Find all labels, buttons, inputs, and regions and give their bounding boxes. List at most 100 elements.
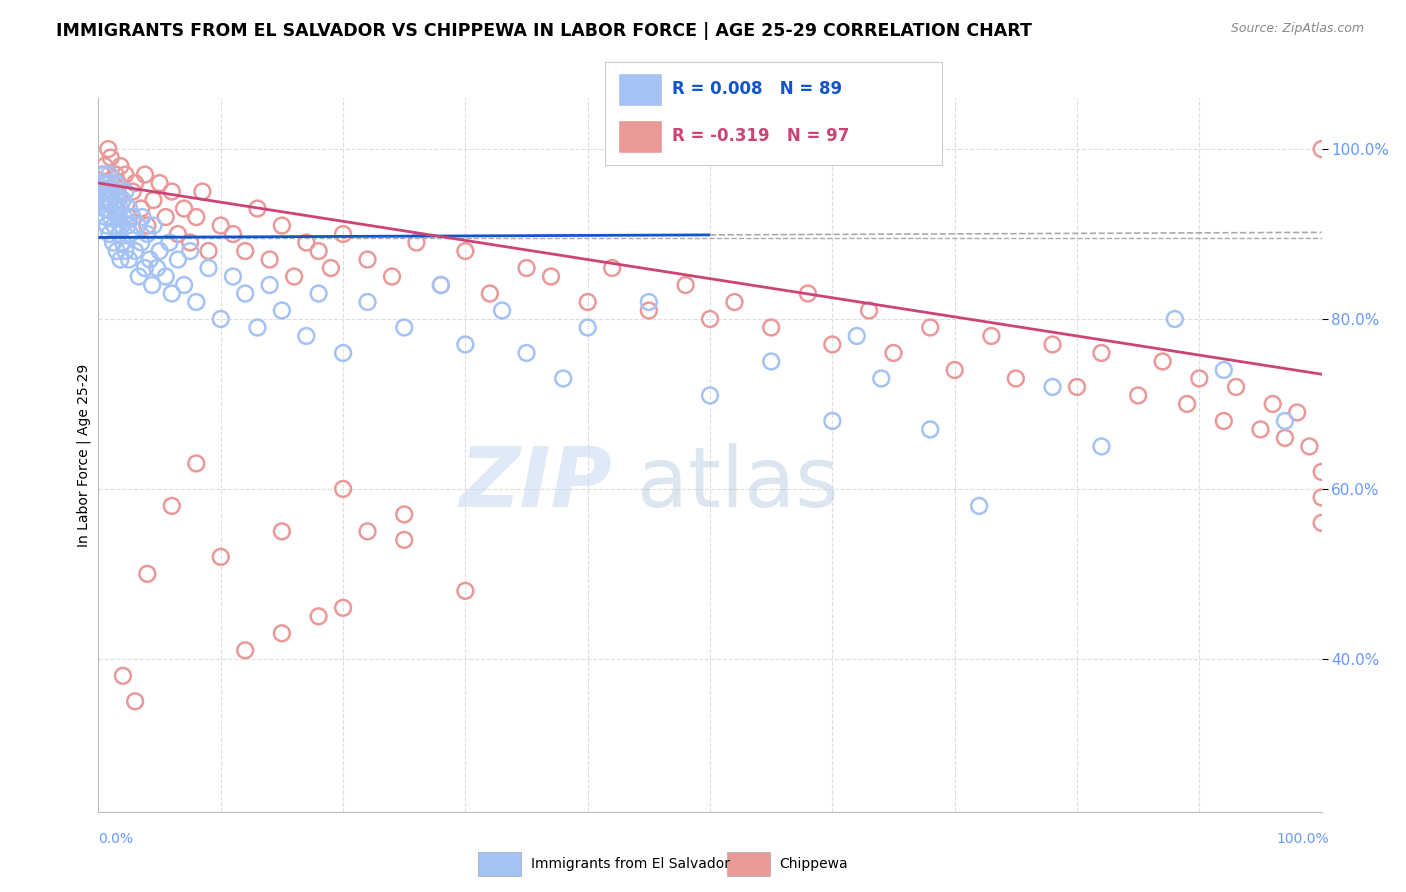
Text: 0.0%: 0.0% — [98, 832, 134, 846]
Bar — [478, 853, 522, 876]
Point — [1212, 363, 1234, 377]
Point — [111, 193, 134, 207]
Point — [1298, 439, 1320, 453]
Point — [179, 235, 201, 250]
Point — [332, 227, 354, 241]
Point — [160, 499, 183, 513]
Point — [283, 269, 305, 284]
Point — [93, 168, 115, 182]
Point — [124, 176, 146, 190]
Point — [821, 337, 844, 351]
Point — [405, 235, 427, 250]
Point — [98, 168, 121, 182]
Point — [356, 295, 378, 310]
Point — [104, 176, 127, 190]
Point — [111, 193, 134, 207]
Point — [233, 643, 256, 657]
Point — [980, 329, 1002, 343]
Point — [157, 235, 180, 250]
Point — [167, 252, 190, 267]
Point — [93, 159, 115, 173]
Point — [209, 219, 232, 233]
Point — [118, 202, 141, 216]
Y-axis label: In Labor Force | Age 25-29: In Labor Force | Age 25-29 — [77, 363, 91, 547]
Point — [141, 278, 163, 293]
Point — [295, 235, 318, 250]
Point — [1274, 414, 1296, 428]
Point — [332, 346, 354, 360]
Point — [675, 278, 697, 293]
Point — [111, 235, 134, 250]
Point — [295, 329, 318, 343]
Point — [332, 600, 354, 615]
Point — [308, 286, 330, 301]
Point — [103, 202, 125, 216]
Point — [1188, 371, 1211, 385]
Point — [101, 235, 124, 250]
Point — [186, 457, 208, 471]
Point — [124, 244, 146, 258]
Point — [761, 320, 783, 334]
Point — [1042, 337, 1064, 351]
Point — [356, 524, 378, 539]
Point — [209, 549, 232, 564]
Point — [1225, 380, 1247, 394]
Point — [1249, 422, 1271, 436]
Point — [96, 176, 118, 190]
Text: 100.0%: 100.0% — [1277, 832, 1329, 846]
Point — [114, 168, 136, 182]
Text: R = 0.008   N = 89: R = 0.008 N = 89 — [672, 80, 842, 98]
Point — [118, 252, 141, 267]
Point — [576, 320, 599, 334]
Point — [104, 168, 127, 182]
Point — [142, 193, 165, 207]
Point — [100, 193, 122, 207]
Point — [149, 244, 172, 258]
Point — [270, 626, 294, 640]
Point — [142, 219, 165, 233]
Bar — [619, 73, 662, 105]
Point — [96, 219, 118, 233]
Point — [110, 252, 132, 267]
Point — [97, 185, 120, 199]
Point — [124, 694, 146, 708]
Point — [105, 202, 128, 216]
Point — [197, 244, 219, 258]
Point — [139, 252, 162, 267]
Point — [454, 337, 477, 351]
Point — [1310, 516, 1333, 530]
Point — [155, 269, 177, 284]
Point — [1164, 312, 1187, 326]
Point — [1042, 380, 1064, 394]
Point — [576, 295, 599, 310]
Point — [179, 244, 201, 258]
Point — [478, 286, 501, 301]
Point — [883, 346, 905, 360]
Point — [94, 176, 117, 190]
Point — [638, 303, 661, 318]
Point — [110, 202, 132, 216]
Point — [94, 210, 117, 224]
Point — [108, 227, 131, 241]
Point — [332, 482, 354, 496]
Point — [107, 185, 129, 199]
Point — [821, 414, 844, 428]
Point — [149, 176, 172, 190]
Point — [98, 227, 121, 241]
Point — [173, 278, 195, 293]
Point — [100, 151, 122, 165]
Point — [107, 210, 129, 224]
Point — [259, 252, 281, 267]
Point — [920, 320, 942, 334]
Point — [114, 244, 136, 258]
Point — [136, 566, 159, 581]
Point — [105, 244, 128, 258]
Point — [98, 193, 121, 207]
Point — [967, 499, 990, 513]
Point — [146, 260, 169, 275]
Point — [136, 227, 159, 241]
Point — [870, 371, 893, 385]
Point — [222, 227, 245, 241]
Point — [136, 219, 159, 233]
Point — [1090, 346, 1112, 360]
